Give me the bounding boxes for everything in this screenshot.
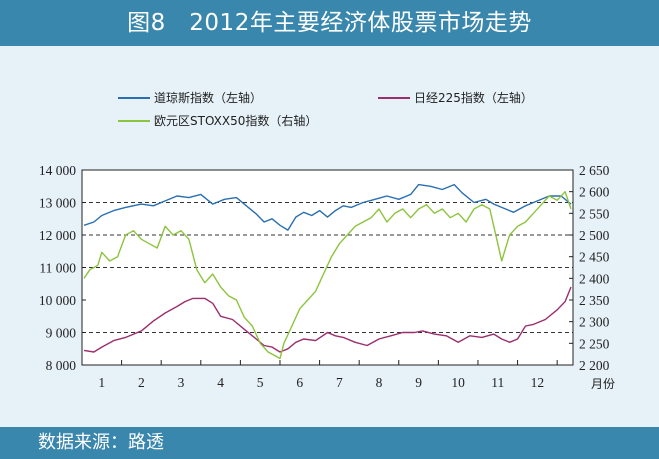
y-right-tick-label: 2 550 xyxy=(579,206,610,221)
y-right-tick-label: 2 350 xyxy=(579,293,610,308)
axis-ticks: 8 000 9 000 10 000 11 000 12 000 13 000 14 000… xyxy=(39,163,615,391)
series-line-stoxx xyxy=(83,190,572,360)
x-axis-unit-label: 月份 xyxy=(591,377,615,391)
gridlines xyxy=(82,170,573,365)
y-left-tick-label: 14 000 xyxy=(39,163,76,178)
x-tick-label: 1 xyxy=(98,375,105,390)
x-tick-label: 12 xyxy=(531,375,545,390)
x-tick-label: 6 xyxy=(296,375,303,390)
chart-canvas: 8 000 9 000 10 000 11 000 12 000 13 000 14 000… xyxy=(39,90,615,391)
title-banner: 图8 2012年主要经济体股票市场走势 xyxy=(0,0,659,46)
y-left-tick-label: 10 000 xyxy=(39,293,76,308)
x-tick-label: 9 xyxy=(415,375,422,390)
y-left-tick-label: 11 000 xyxy=(39,261,76,276)
x-tick-label: 2 xyxy=(138,375,145,390)
y-right-tick-label: 2 400 xyxy=(579,271,610,286)
y-right-tick-label: 2 200 xyxy=(579,358,610,373)
y-right-tick-label: 2 300 xyxy=(579,315,610,330)
x-tick-label: 4 xyxy=(217,375,224,390)
source-note: 数据来源：路透 xyxy=(38,432,164,453)
series-line-dow xyxy=(83,183,572,231)
legend-label-nikkei: 日经225指数（左轴） xyxy=(414,90,533,105)
x-tick-label: 7 xyxy=(336,375,343,390)
y-left-tick-label: 9 000 xyxy=(46,326,77,341)
y-left-tick-label: 12 000 xyxy=(39,228,76,243)
y-left-tick-label: 8 000 xyxy=(46,358,77,373)
chart-title: 图8 2012年主要经济体股票市场走势 xyxy=(127,10,532,36)
y-right-tick-label: 2 650 xyxy=(579,163,610,178)
source-banner: 数据来源：路透 xyxy=(0,427,659,459)
y-right-tick-label: 2 450 xyxy=(579,250,610,265)
x-tick-label: 11 xyxy=(491,375,504,390)
legend-label-dow: 道琼斯指数（左轴） xyxy=(154,90,262,105)
y-left-tick-label: 13 000 xyxy=(39,196,76,211)
x-tick-label: 10 xyxy=(451,375,465,390)
series-line-nikkei xyxy=(83,286,572,353)
x-tick-label: 5 xyxy=(257,375,264,390)
y-right-tick-label: 2 500 xyxy=(579,228,610,243)
legend: 道琼斯指数（左轴） 日经225指数（左轴） 欧元区STOXX50指数（右轴） xyxy=(118,90,533,128)
legend-label-stoxx: 欧元区STOXX50指数（右轴） xyxy=(154,113,317,128)
series-layer xyxy=(83,183,572,360)
y-right-tick-label: 2 600 xyxy=(579,185,610,200)
x-tick-label: 3 xyxy=(178,375,185,390)
y-right-tick-label: 2 250 xyxy=(579,336,610,351)
x-tick-label: 8 xyxy=(376,375,383,390)
